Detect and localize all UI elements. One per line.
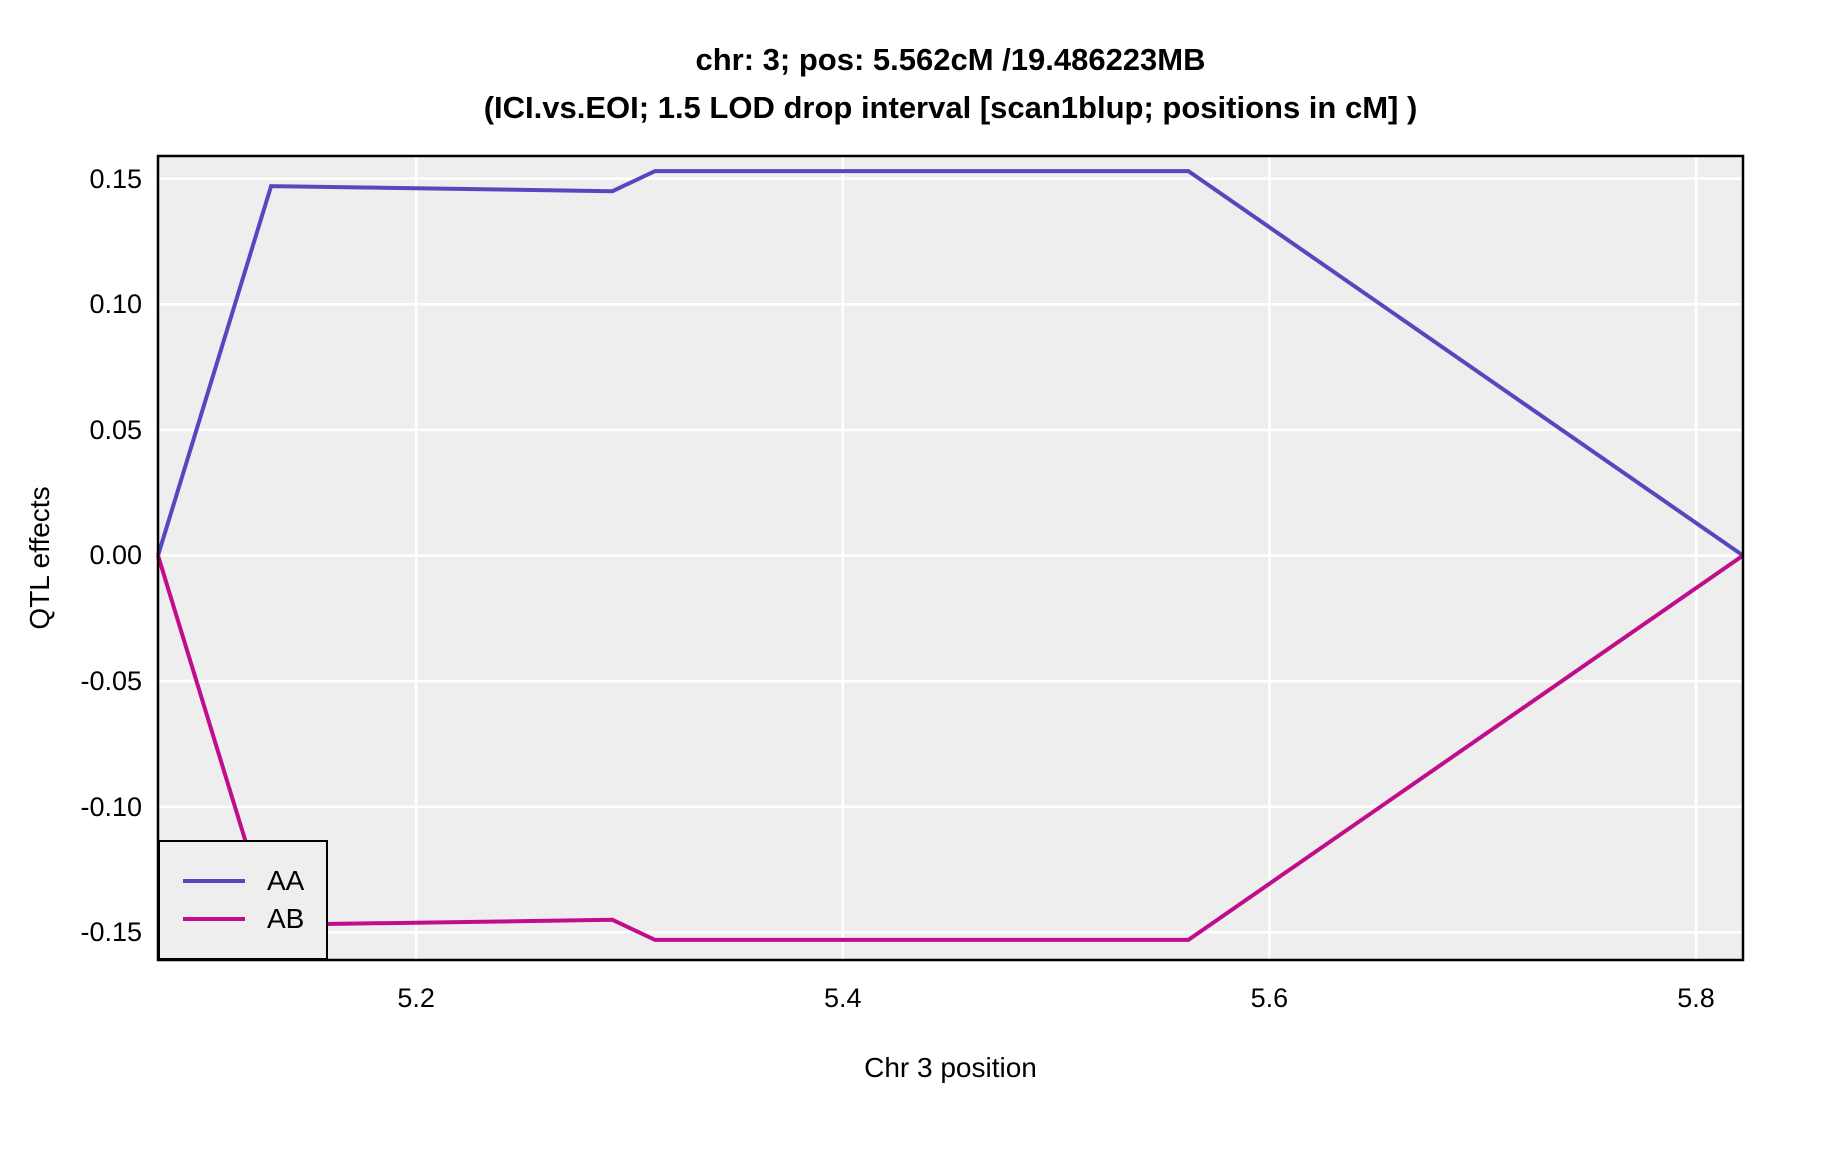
y-tick-label: 0.10 [89,289,142,320]
y-tick-label: -0.05 [80,666,142,697]
x-tick-label: 5.6 [1250,983,1289,1013]
legend-label-aa: AA [267,865,305,896]
legend-swatch-aa-line [183,879,245,883]
series-line-aa [156,169,1745,558]
plot-title-line2: (ICI.vs.EOI; 1.5 LOD drop interval [scan… [483,90,1418,125]
plot-title: chr: 3; pos: 5.562cM /19.486223MB (ICI.v… [158,36,1743,132]
plot-title-line1: chr: 3; pos: 5.562cM /19.486223MB [695,42,1206,77]
x-axis-title: Chr 3 position [864,1052,1037,1083]
legend-item-aa: AA [183,862,326,900]
y-tick-label: -0.10 [80,791,142,822]
x-tick-label: 5.2 [397,983,435,1013]
y-tick-label: -0.15 [80,917,142,948]
x-tick-label: 5.4 [823,983,862,1013]
x-tick-label: 5.8 [1677,983,1715,1013]
y-tick-label: 0.00 [89,540,142,571]
legend: AA AB [158,840,328,960]
panel-border [156,154,1745,962]
y-tick-label: 0.05 [89,414,142,445]
legend-item-ab: AB [183,900,326,938]
legend-label-ab: AB [267,903,305,934]
plot-panel [158,156,1743,960]
legend-swatch-ab-line [183,917,245,921]
y-tick-label: 0.15 [89,163,142,194]
